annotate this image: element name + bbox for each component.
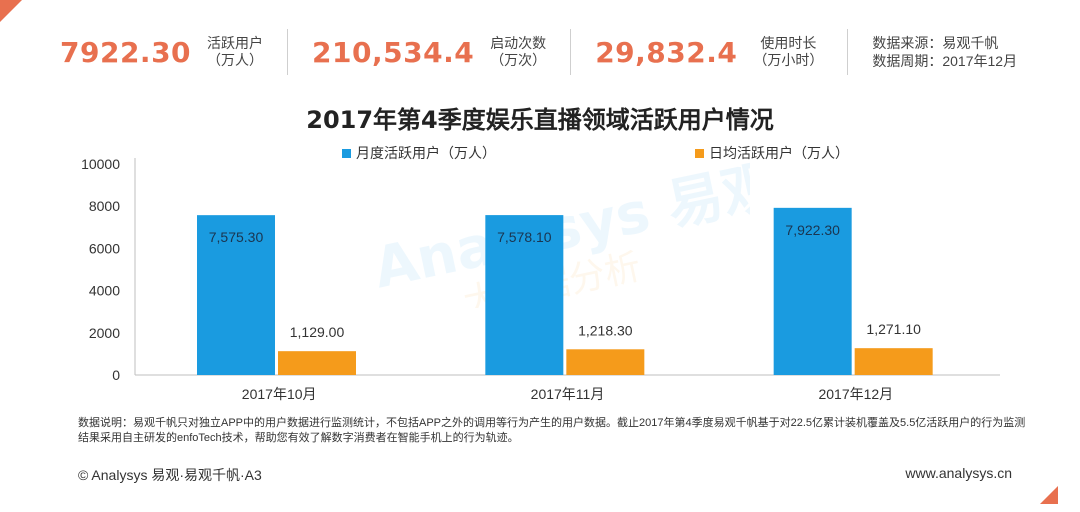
data-period-line: 数据周期：2017年12月 bbox=[872, 53, 1018, 69]
data-source: 数据来源：易观千帆 数据周期：2017年12月 bbox=[872, 34, 1017, 70]
stat-label-line2: （万次） bbox=[490, 52, 547, 68]
data-label: 7,578.10 bbox=[497, 229, 552, 245]
bar bbox=[854, 348, 933, 375]
chart-title: 2017年第4季度娱乐直播领域活跃用户情况 bbox=[306, 106, 774, 134]
divider bbox=[287, 29, 289, 75]
stat-label: 活跃用户 （万人） bbox=[207, 35, 263, 69]
stat-launches: 210,534.4 启动次数 （万次） bbox=[312, 26, 546, 78]
y-tick-label: 0 bbox=[112, 367, 120, 383]
stat-value: 29,832.4 bbox=[595, 35, 738, 69]
corner-decoration-top-left bbox=[0, 0, 22, 22]
data-label: 1,218.30 bbox=[578, 322, 633, 338]
data-source-line: 数据来源：易观千帆 bbox=[872, 35, 999, 51]
x-tick-label: 2017年10月 bbox=[242, 386, 317, 402]
divider bbox=[570, 29, 572, 75]
stat-active-users: 7922.30 活跃用户 （万人） bbox=[60, 26, 263, 78]
bar bbox=[278, 351, 356, 375]
legend-swatch bbox=[695, 149, 704, 158]
footer-website: www.analysys.cn bbox=[905, 465, 1012, 481]
stat-value: 210,534.4 bbox=[312, 35, 475, 69]
stat-label: 启动次数 （万次） bbox=[490, 35, 546, 69]
stat-value: 7922.30 bbox=[60, 35, 192, 69]
divider bbox=[847, 29, 849, 75]
footer-copyright: © Analysys 易观·易观千帆·A3 bbox=[78, 467, 262, 483]
stats-bar: 7922.30 活跃用户 （万人） 210,534.4 启动次数 （万次） 29… bbox=[60, 26, 1020, 78]
legend-swatch bbox=[342, 149, 351, 158]
data-label: 7,922.30 bbox=[785, 222, 840, 238]
legend-label: 日均活跃用户（万人） bbox=[709, 145, 849, 161]
bar bbox=[773, 207, 852, 375]
bar bbox=[566, 349, 645, 375]
stat-usage-time: 29,832.4 使用时长 （万小时） bbox=[595, 26, 823, 78]
data-label: 1,129.00 bbox=[290, 324, 345, 340]
x-tick-label: 2017年12月 bbox=[818, 386, 893, 402]
bar bbox=[197, 215, 275, 375]
data-label: 1,271.10 bbox=[866, 321, 921, 337]
stat-label-line1: 使用时长 bbox=[760, 35, 817, 51]
stat-label-line1: 活跃用户 bbox=[207, 35, 264, 51]
data-label: 7,575.30 bbox=[209, 229, 264, 245]
y-tick-label: 2000 bbox=[89, 325, 120, 341]
x-tick-label: 2017年11月 bbox=[531, 386, 605, 402]
corner-decoration-bottom-right bbox=[1040, 486, 1058, 504]
stat-label-line1: 启动次数 bbox=[490, 35, 547, 51]
data-note: 数据说明：易观千帆只对独立APP中的用户数据进行监测统计，不包括APP之外的调用… bbox=[78, 417, 1026, 444]
y-tick-label: 4000 bbox=[89, 283, 120, 299]
legend-label: 月度活跃用户（万人） bbox=[356, 145, 496, 161]
y-tick-label: 10000 bbox=[81, 156, 120, 172]
bar bbox=[485, 215, 564, 375]
stat-label-line2: （万小时） bbox=[753, 52, 824, 68]
stat-label-line2: （万人） bbox=[207, 52, 264, 68]
y-tick-label: 8000 bbox=[89, 198, 120, 214]
stat-label: 使用时长 （万小时） bbox=[753, 35, 823, 69]
y-tick-label: 6000 bbox=[89, 240, 120, 256]
